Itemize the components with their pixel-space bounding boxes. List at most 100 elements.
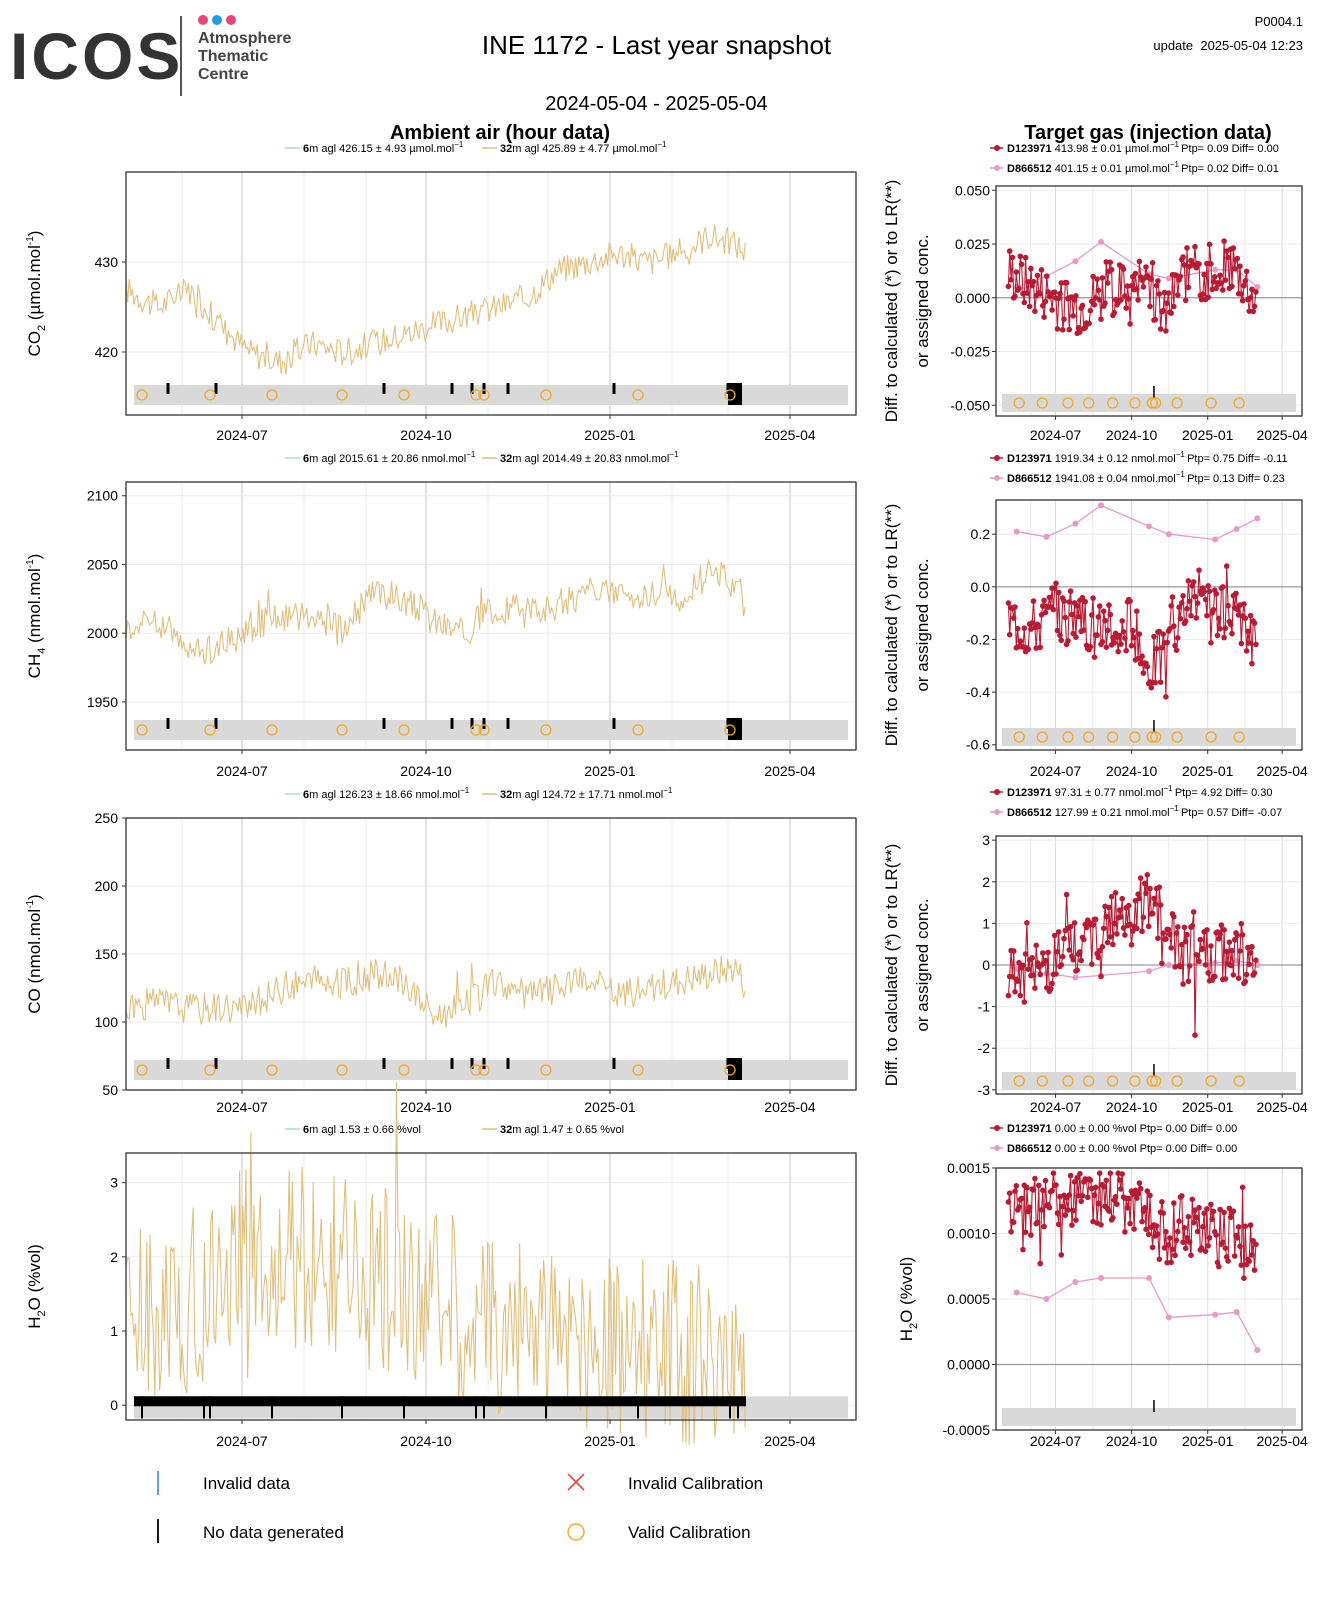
point-d123971 bbox=[1184, 1235, 1190, 1241]
x-tick-label: 2024-07 bbox=[216, 1099, 268, 1115]
point-d123971 bbox=[1243, 971, 1250, 978]
valid-calibration-mark bbox=[478, 724, 490, 736]
point-d123971 bbox=[1103, 1177, 1110, 1184]
point-d123971 bbox=[1159, 645, 1165, 651]
point-d123971 bbox=[1134, 608, 1140, 614]
point-d123971 bbox=[1024, 290, 1030, 297]
valid-calibration-mark bbox=[1146, 397, 1158, 409]
point-d123971 bbox=[1242, 978, 1249, 985]
no-data-bar bbox=[134, 1396, 746, 1407]
point-d866512 bbox=[1072, 1278, 1079, 1285]
point-d123971 bbox=[1175, 635, 1181, 641]
point-d123971 bbox=[1006, 631, 1013, 638]
point-d123971 bbox=[1218, 922, 1225, 928]
logo-line-3: Centre bbox=[198, 66, 249, 83]
valid-calibration-mark bbox=[540, 724, 552, 736]
point-d866512 bbox=[1043, 1296, 1050, 1302]
point-d123971 bbox=[1131, 634, 1137, 641]
point-d123971 bbox=[1159, 1199, 1165, 1205]
point-d123971 bbox=[1237, 1243, 1243, 1250]
point-d123971 bbox=[1134, 286, 1140, 292]
point-d123971 bbox=[1179, 1193, 1185, 1199]
point-d123971 bbox=[1005, 1199, 1012, 1205]
point-d123971 bbox=[1061, 316, 1067, 323]
point-d123971 bbox=[1090, 595, 1096, 601]
point-d123971 bbox=[1230, 245, 1237, 251]
y-tick-label: 0 bbox=[982, 957, 990, 973]
point-d123971 bbox=[1214, 1259, 1221, 1266]
point-d123971 bbox=[1017, 253, 1024, 260]
point-d123971 bbox=[1147, 1192, 1153, 1199]
point-d123971 bbox=[1175, 292, 1181, 298]
point-d123971 bbox=[1140, 670, 1147, 676]
valid-calibration-mark bbox=[336, 1064, 348, 1076]
valid-calibration-mark bbox=[1013, 397, 1025, 409]
point-d123971 bbox=[1205, 294, 1211, 301]
point-d123971 bbox=[1242, 278, 1249, 284]
point-d123971 bbox=[1217, 272, 1223, 279]
y-tick-label: 2 bbox=[110, 1249, 118, 1265]
point-d123971 bbox=[1206, 588, 1213, 595]
point-d123971 bbox=[1104, 280, 1111, 286]
x-tick-label: 2025-01 bbox=[584, 427, 636, 443]
point-d123971 bbox=[1217, 1206, 1223, 1213]
target-legend-dot bbox=[994, 455, 1000, 461]
point-d123971 bbox=[1233, 590, 1239, 597]
point-d123971 bbox=[1077, 949, 1083, 955]
point-d123971 bbox=[1163, 936, 1169, 942]
point-d123971 bbox=[1092, 916, 1099, 923]
point-d866512 bbox=[1165, 1314, 1172, 1321]
point-d123971 bbox=[1231, 1253, 1238, 1259]
valid-calibration-mark bbox=[632, 389, 644, 401]
point-d123971 bbox=[1111, 920, 1118, 927]
point-d123971 bbox=[1116, 632, 1123, 639]
point-d123971 bbox=[1151, 895, 1157, 902]
y-tick-label: 200 bbox=[95, 878, 119, 894]
point-d123971 bbox=[1181, 1224, 1188, 1231]
point-d123971 bbox=[1175, 924, 1181, 930]
point-d123971 bbox=[1171, 623, 1177, 629]
point-d123971 bbox=[1253, 641, 1259, 648]
point-d123971 bbox=[1208, 943, 1214, 949]
point-d123971 bbox=[1100, 608, 1107, 614]
point-d123971 bbox=[1115, 648, 1121, 655]
target-legend-D123971: D123971 97.31 ± 0.77 nmol.mol−1 Ptp= 4.9… bbox=[1007, 784, 1272, 799]
y-axis-label: CH4 (nmol.mol-1) bbox=[25, 554, 48, 679]
plot-frame bbox=[125, 1152, 857, 1421]
point-d123971 bbox=[1144, 1188, 1151, 1194]
point-d123971 bbox=[1200, 1224, 1206, 1230]
point-d123971 bbox=[1110, 941, 1116, 948]
no-data-label: No data generated bbox=[203, 1523, 344, 1542]
point-d123971 bbox=[1096, 297, 1103, 303]
point-d123971 bbox=[1208, 261, 1214, 267]
ambient-section-title: Ambient air (hour data) bbox=[390, 122, 610, 144]
point-d123971 bbox=[1171, 913, 1177, 920]
plot-frame bbox=[995, 499, 1303, 751]
bottom-legend: Invalid data No data generated Invalid Cal… bbox=[157, 1471, 763, 1543]
point-d123971 bbox=[1130, 928, 1136, 934]
point-d123971 bbox=[1044, 273, 1050, 280]
y-axis-label: CO (nmol.mol-1) bbox=[25, 894, 44, 1013]
point-d123971 bbox=[1100, 925, 1107, 932]
point-d123971 bbox=[1210, 606, 1217, 613]
point-d123971 bbox=[1107, 259, 1114, 266]
point-d123971 bbox=[1242, 1223, 1249, 1230]
point-d123971 bbox=[1049, 980, 1055, 987]
point-d123971 bbox=[1231, 936, 1238, 943]
point-d123971 bbox=[1238, 640, 1245, 647]
point-d123971 bbox=[1153, 1223, 1160, 1229]
y-tick-label: 1950 bbox=[87, 694, 118, 710]
point-d123971 bbox=[1014, 978, 1021, 984]
x-tick-label: 2025-04 bbox=[1256, 427, 1308, 443]
y-tick-label: 150 bbox=[95, 946, 119, 962]
point-d123971 bbox=[1223, 948, 1230, 955]
point-d123971 bbox=[1249, 286, 1255, 293]
point-d123971 bbox=[1042, 609, 1049, 616]
point-d866512 bbox=[1165, 962, 1172, 968]
point-d123971 bbox=[1012, 293, 1018, 300]
point-d123971 bbox=[1135, 1190, 1141, 1197]
point-d123971 bbox=[1110, 1215, 1116, 1221]
point-d123971 bbox=[1096, 1170, 1103, 1176]
point-d123971 bbox=[1216, 936, 1222, 942]
point-d123971 bbox=[1013, 1183, 1020, 1189]
